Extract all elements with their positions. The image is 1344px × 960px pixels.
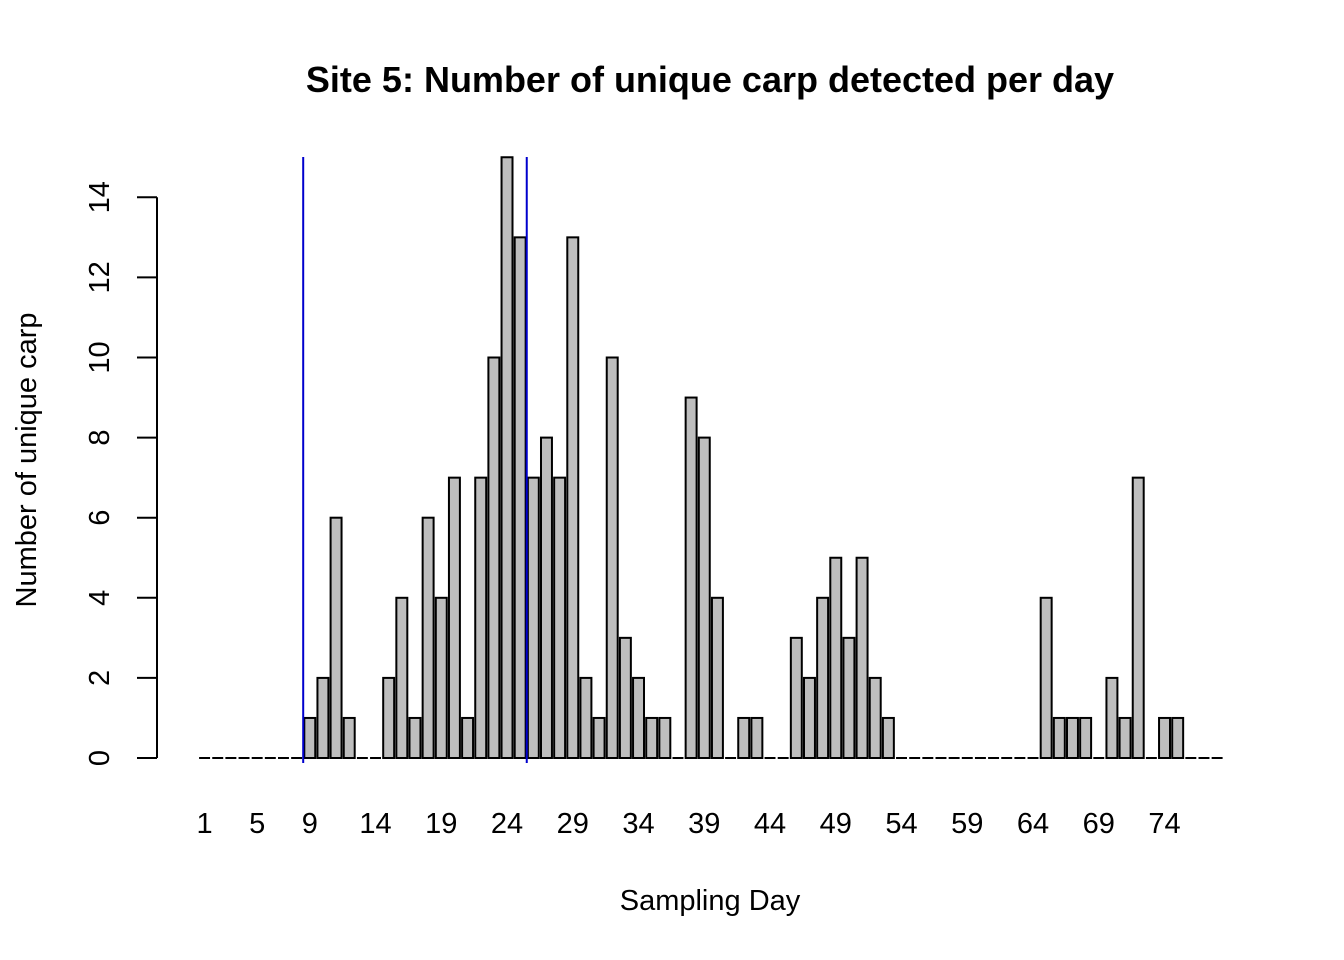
bar — [1052, 716, 1066, 760]
bar — [658, 716, 672, 760]
bar — [605, 356, 619, 759]
bar — [1039, 596, 1053, 759]
y-tick-label: 10 — [84, 341, 116, 373]
bars — [199, 156, 1223, 760]
bar — [1105, 676, 1119, 760]
bar — [618, 636, 632, 759]
bar — [1131, 476, 1145, 759]
x-tick-label: 74 — [1148, 808, 1180, 840]
bar — [645, 716, 659, 760]
bar — [710, 596, 724, 759]
bar — [316, 676, 330, 760]
x-tick-label: 34 — [622, 808, 654, 840]
bar — [539, 436, 553, 759]
bar — [592, 716, 606, 760]
reference-lines — [302, 157, 528, 763]
bar — [632, 676, 646, 760]
x-tick-label: 39 — [688, 808, 720, 840]
y-tick-label: 14 — [84, 181, 116, 213]
bar — [500, 156, 514, 759]
bar — [1118, 716, 1132, 760]
y-axis-label: Number of unique carp — [11, 313, 43, 608]
y-tick-label: 4 — [84, 590, 116, 606]
bar — [1079, 716, 1093, 760]
bar — [513, 236, 527, 760]
x-tick-labels: 1 5 9 14 19 24 29 34 39 44 49 54 59 64 69 74 — [197, 808, 1181, 840]
bar — [1171, 716, 1185, 760]
y-tick-label: 8 — [84, 430, 116, 446]
bar — [329, 516, 343, 760]
x-tick-label: 9 — [302, 808, 318, 840]
x-tick-label: 64 — [1017, 808, 1049, 840]
bar — [737, 716, 751, 760]
bar — [842, 636, 856, 759]
bar — [553, 476, 567, 759]
x-tick-label: 24 — [491, 808, 523, 840]
bar — [750, 716, 764, 760]
x-tick-label: 54 — [885, 808, 917, 840]
y-tick-label: 0 — [84, 750, 116, 766]
bar — [579, 676, 593, 760]
y-tick-label: 6 — [84, 510, 116, 526]
bar — [526, 476, 540, 759]
bar — [487, 356, 501, 759]
bar — [421, 516, 435, 760]
bar — [1158, 716, 1172, 760]
y-tick-label: 2 — [84, 670, 116, 686]
bar — [868, 676, 882, 760]
bar — [697, 436, 711, 759]
bar — [855, 556, 869, 759]
bar — [434, 596, 448, 759]
bar — [684, 396, 698, 759]
bar — [566, 236, 580, 760]
bar — [395, 596, 409, 759]
bar — [881, 716, 895, 760]
bar — [382, 676, 396, 760]
x-tick-label: 49 — [820, 808, 852, 840]
x-tick-label: 5 — [249, 808, 265, 840]
bar — [447, 476, 461, 759]
x-tick-label: 29 — [557, 808, 589, 840]
bar — [408, 716, 422, 760]
bar — [802, 676, 816, 760]
x-tick-label: 14 — [359, 808, 391, 840]
x-tick-label: 69 — [1083, 808, 1115, 840]
bar — [342, 716, 356, 760]
bar — [816, 596, 830, 759]
y-tick-label: 12 — [84, 261, 116, 293]
bar — [829, 556, 843, 759]
x-tick-label: 19 — [425, 808, 457, 840]
x-axis-label: Sampling Day — [620, 885, 801, 917]
x-tick-label: 1 — [197, 808, 213, 840]
chart-title: Site 5: Number of unique carp detected p… — [306, 59, 1114, 100]
bar — [461, 716, 475, 760]
x-tick-label: 59 — [951, 808, 983, 840]
bar — [1065, 716, 1079, 760]
x-tick-label: 44 — [754, 808, 786, 840]
bar — [303, 716, 317, 760]
bar — [474, 476, 488, 759]
bar — [789, 636, 803, 759]
y-axis: 0 2 4 6 8 10 12 14 — [84, 181, 158, 766]
